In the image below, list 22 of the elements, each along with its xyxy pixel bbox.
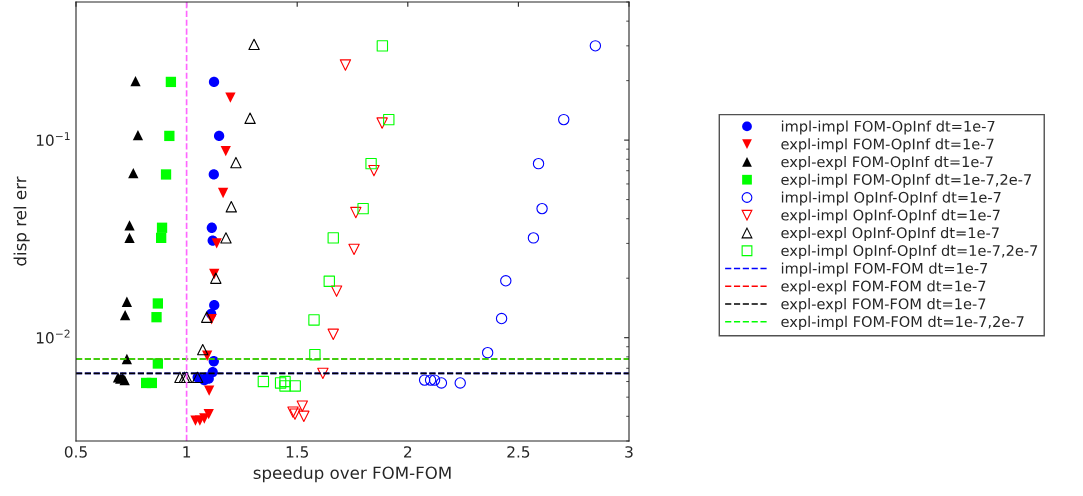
legend-label: expl-expl OpInf-OpInf dt=1e-7 <box>781 227 999 242</box>
legend-label: impl-impl OpInf-OpInf dt=1e-7 <box>781 191 1001 206</box>
x-tick-label: 2.5 <box>507 446 530 458</box>
y-tick-label: 10$^{−1}$ <box>36 132 70 147</box>
legend-label: impl-impl FOM-OpInf dt=1e-7 <box>781 120 995 135</box>
legend-label: expl-expl FOM-FOM dt=1e-7 <box>781 298 986 313</box>
y-axis-title: disp rel err <box>13 176 30 266</box>
legend-label: impl-impl FOM-FOM dt=1e-7 <box>781 262 988 277</box>
legend-label: expl-expl FOM-OpInf dt=1e-7 <box>781 155 993 171</box>
legend-label: expl-impl FOM-FOM dt=1e-7,2e-7 <box>781 315 1024 330</box>
x-tick-label: 3 <box>625 446 633 458</box>
legend-label: expl-impl FOM-OpInf dt=1e-7 <box>781 138 994 153</box>
x-tick-label: 1.5 <box>286 446 309 458</box>
legend-label: expl-impl OpInf-OpInf dt=1e-7,2e-7 <box>781 244 1038 259</box>
x-axis-title: speedup over FOM-FOM <box>253 466 451 483</box>
legend-label: expl-impl FOM-OpInf dt=1e-7,2e-7 <box>781 173 1031 188</box>
y-tick-label: 10$^{−2}$ <box>36 329 70 344</box>
legend-label: expl-expl FOM-FOM dt=1e-7 <box>781 280 986 295</box>
x-tick-label: 0.5 <box>64 446 87 458</box>
legend-label: expl-impl OpInf-OpInf dt=1e-7 <box>781 209 1000 224</box>
x-tick-label: 1 <box>183 446 191 458</box>
x-tick-label: 2 <box>404 446 412 458</box>
